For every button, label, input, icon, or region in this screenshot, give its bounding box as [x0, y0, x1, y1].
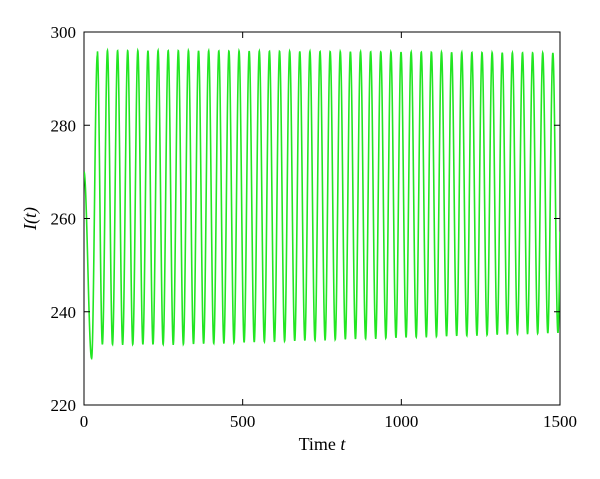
x-axis: 0 500 1000 1500 — [80, 32, 577, 431]
y-tick-label: 280 — [51, 116, 77, 135]
y-axis-label: I(t) — [20, 207, 41, 231]
x-axis-label-variable: t — [340, 434, 346, 454]
y-axis-label-text: I(t) — [20, 207, 41, 231]
x-tick-label: 1000 — [384, 412, 418, 431]
x-axis-label-text: Time — [299, 434, 341, 454]
series-line — [84, 47, 560, 361]
x-tick-label: 500 — [230, 412, 256, 431]
y-tick-label: 260 — [51, 210, 77, 229]
y-tick-label: 300 — [51, 23, 77, 42]
y-tick-label: 220 — [51, 396, 77, 415]
x-tick-label: 1500 — [543, 412, 577, 431]
x-tick-label: 0 — [80, 412, 89, 431]
plot-area — [83, 31, 561, 406]
y-tick-label: 240 — [51, 303, 77, 322]
x-axis-label: Time t — [299, 434, 347, 454]
y-axis: 220 240 260 280 300 — [51, 23, 560, 415]
